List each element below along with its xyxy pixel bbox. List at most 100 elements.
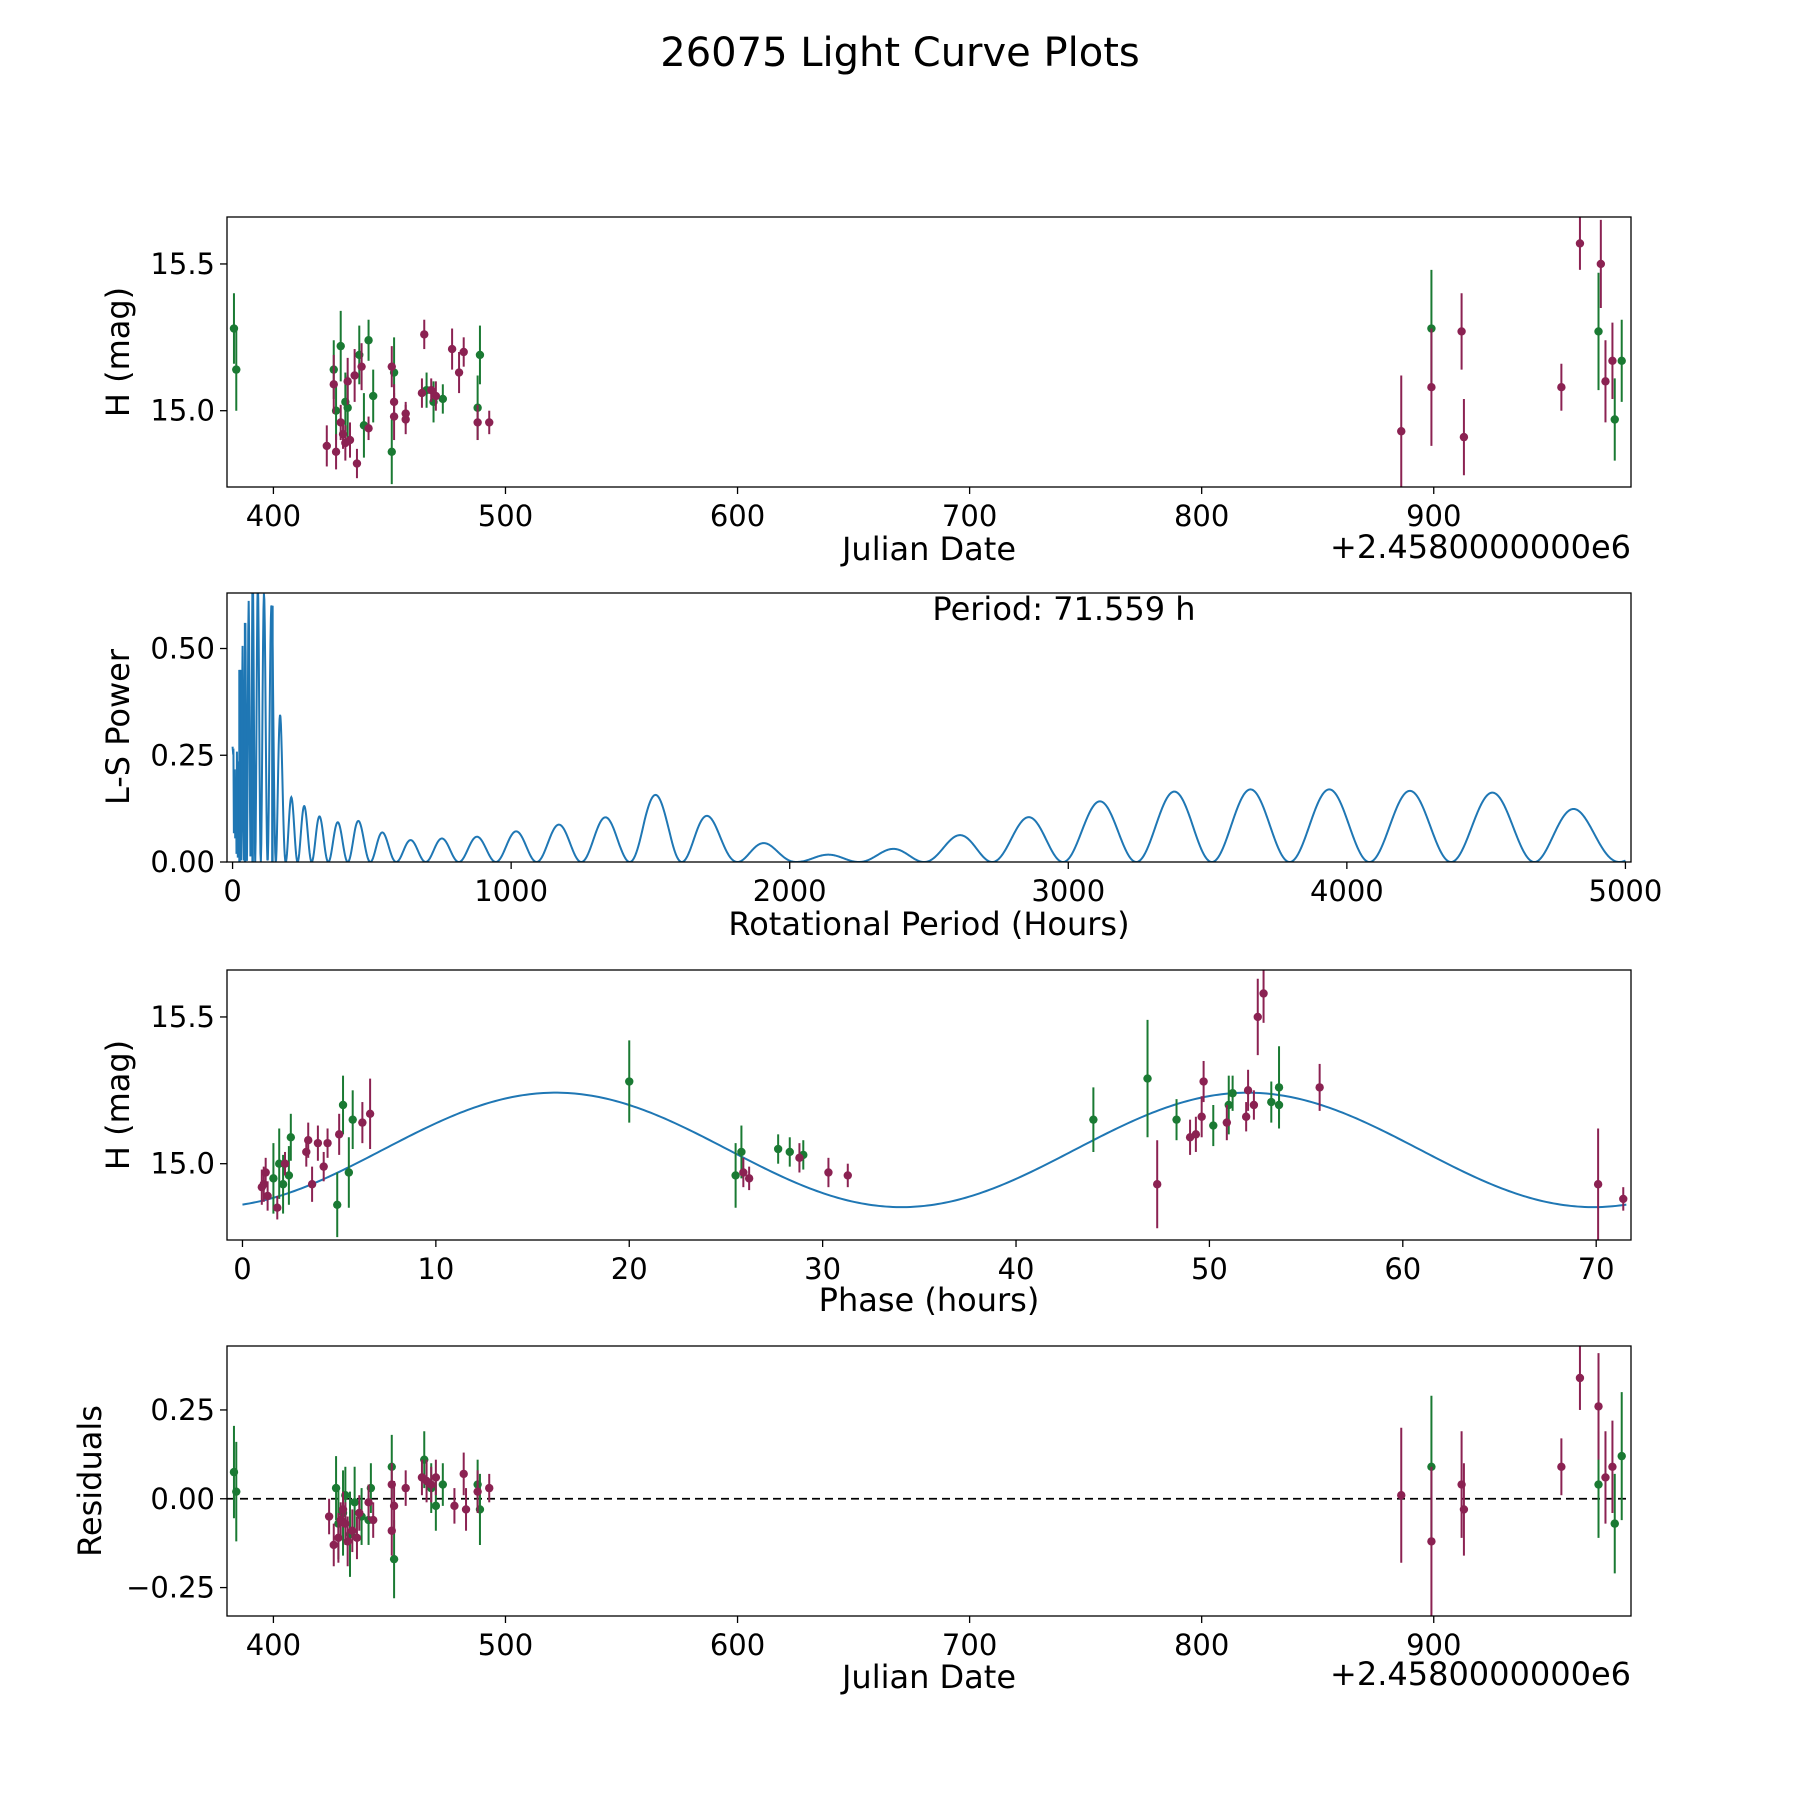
purple-data-point [1575, 239, 1585, 248]
x-tick-label: 70 [1578, 1252, 1615, 1286]
purple-data-point [431, 1473, 441, 1482]
green-data-point [269, 1174, 278, 1183]
green-data-point [1610, 415, 1619, 424]
purple-data-point [323, 1138, 332, 1148]
purple-data-point [795, 1153, 804, 1163]
purple-data-point [355, 1508, 364, 1518]
x-tick-label: 600 [710, 1628, 765, 1662]
green-data-point [343, 403, 352, 412]
purple-data-point [1397, 1491, 1406, 1500]
purple-data-point [387, 362, 396, 371]
y-tick-label: 0.25 [150, 1393, 215, 1427]
residuals-ticks: 400 500 600 700 800 900 −0.25 0.00 0.25 [126, 1393, 1461, 1662]
y-tick-label: 15.0 [150, 1147, 215, 1181]
x-tick-label: 700 [942, 499, 997, 533]
x-tick-label: 0 [223, 874, 241, 908]
purple-data-point [263, 1191, 272, 1201]
green-data-point [1089, 1115, 1098, 1124]
purple-data-point [473, 418, 482, 427]
purple-data-point [1427, 383, 1436, 392]
x-tick-label: 4000 [1310, 874, 1384, 908]
purple-data-point [824, 1168, 833, 1177]
purple-data-point [401, 1483, 410, 1493]
purple-data-point [454, 368, 464, 377]
green-data-point [364, 336, 373, 345]
purple-data-point [334, 1130, 344, 1139]
green-data-point [625, 1077, 634, 1086]
y-tick-label: 15.5 [150, 247, 215, 281]
purple-data-point [389, 412, 399, 421]
x-tick-label: 500 [478, 499, 533, 533]
purple-data-point [739, 1168, 748, 1177]
purple-data-point [1249, 1100, 1259, 1110]
x-tick-label: 600 [710, 499, 765, 533]
green-data-point [1228, 1089, 1237, 1098]
x-tick-label: 400 [246, 1628, 301, 1662]
purple-data-point [331, 447, 341, 456]
purple-data-point [1243, 1086, 1253, 1095]
green-data-point [369, 391, 378, 401]
purple-data-point [319, 1162, 328, 1171]
green-data-point [333, 1200, 342, 1209]
purple-data-point [1199, 1077, 1208, 1086]
purple-data-point [1459, 1505, 1469, 1514]
purple-data-point [369, 1515, 378, 1525]
purple-data-point [357, 362, 366, 371]
periodogram-y-label: L-S Power [99, 648, 137, 805]
x-tick-label: 0 [233, 1252, 251, 1286]
green-data-point [232, 365, 241, 374]
phased-panel: 0 10 20 30 40 50 60 70 15.0 15.5 Phase (hours) H … [99, 969, 1632, 1319]
y-tick-label: −0.25 [126, 1571, 215, 1605]
green-data-point [438, 1480, 448, 1489]
phased-x-label: Phase (hours) [819, 1281, 1040, 1319]
green-data-point [731, 1171, 740, 1180]
x-tick-label: 1000 [474, 874, 548, 908]
purple-data-point [1601, 1473, 1610, 1482]
periodogram-frame [226, 592, 1632, 863]
x-tick-label: 800 [1174, 499, 1229, 533]
x-tick-label: 50 [1191, 1252, 1228, 1286]
purple-data-point [352, 459, 362, 468]
purple-data-point [322, 441, 331, 451]
green-data-point [1172, 1115, 1181, 1124]
purple-data-point [389, 1501, 399, 1511]
purple-data-point [417, 388, 427, 398]
x-tick-label: 20 [611, 1252, 648, 1286]
purple-data-point [1427, 1537, 1436, 1546]
purple-data-point [348, 1526, 357, 1535]
residuals-frame [226, 1345, 1632, 1617]
lightcurve-x-label: Julian Date [840, 530, 1016, 568]
y-tick-label: 0.50 [150, 632, 215, 666]
purple-data-point [1152, 1180, 1162, 1189]
purple-data-point [329, 380, 338, 389]
period-annotation: Period: 71.559 h [932, 590, 1195, 628]
y-tick-label: 15.5 [150, 1000, 215, 1034]
green-data-point [284, 1171, 294, 1180]
lightcurve-frame [226, 216, 1632, 488]
purple-data-point [304, 1136, 313, 1145]
purple-data-point [459, 347, 468, 357]
periodogram-x-label: Rotational Period (Hours) [728, 905, 1129, 943]
purple-data-point [450, 1501, 459, 1511]
y-tick-label: 0.00 [150, 1482, 215, 1516]
y-tick-label: 0.00 [150, 845, 215, 879]
purple-data-point [1253, 1012, 1262, 1022]
purple-data-point [364, 1498, 373, 1507]
purple-data-point [358, 1118, 367, 1127]
green-data-point [387, 447, 396, 456]
purple-data-point [843, 1171, 852, 1180]
green-data-point [1594, 327, 1603, 336]
purple-data-point [447, 344, 457, 354]
purple-data-point [1596, 259, 1606, 269]
purple-data-point [1457, 327, 1466, 336]
purple-data-point [1397, 427, 1406, 436]
purple-data-point [1608, 1462, 1617, 1471]
green-data-point [1274, 1083, 1284, 1092]
x-tick-label: 800 [1174, 1628, 1229, 1662]
x-tick-label: 500 [478, 1628, 533, 1662]
lightcurve-x-offset: +2.4580000000e6 [1330, 528, 1631, 566]
purple-data-point [1593, 1180, 1603, 1189]
purple-data-point [302, 1147, 311, 1157]
green-data-point [232, 1487, 241, 1496]
